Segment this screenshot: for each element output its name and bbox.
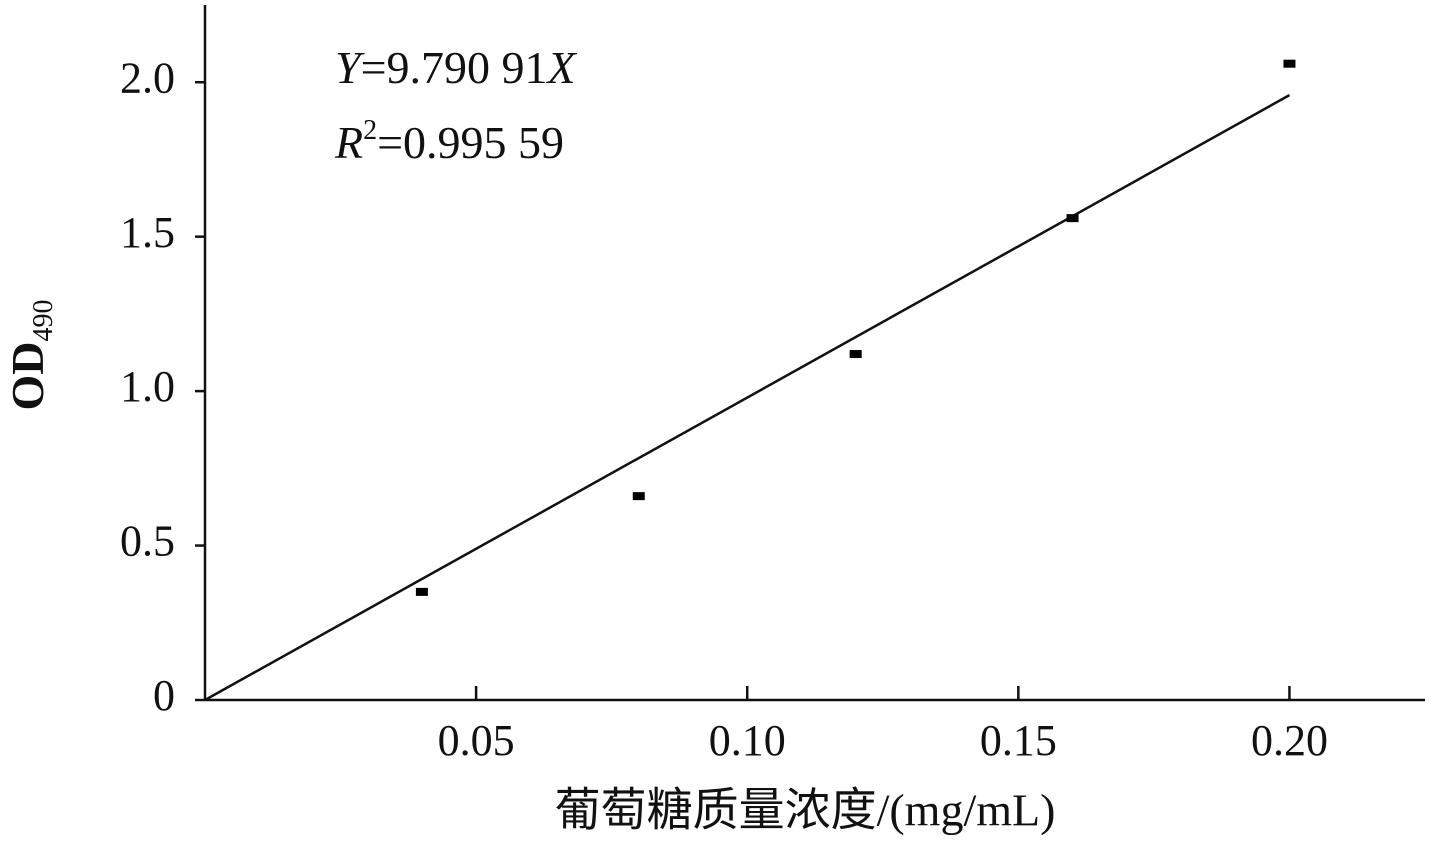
eq-var: X [546, 42, 578, 93]
data-point [415, 587, 428, 596]
y-tick-label: 0 [153, 671, 175, 720]
y-label-main: OD [2, 342, 53, 411]
x-tick-label: 0.15 [980, 716, 1057, 765]
r-var: R [334, 117, 363, 168]
data-point [1066, 214, 1079, 223]
data-point [632, 492, 645, 501]
r-squared: R2=0.995 59 [334, 115, 564, 167]
x-tick-label: 0.20 [1251, 716, 1328, 765]
y-tick-label: 1.0 [120, 362, 175, 411]
y-axis-label: OD490 [2, 300, 60, 411]
eq-var: Y [335, 42, 365, 93]
x-tick-label: 0.10 [709, 716, 786, 765]
x-tick-label: 0.05 [438, 716, 515, 765]
r-sup: 2 [363, 115, 377, 146]
r-text: =0.995 59 [377, 117, 564, 168]
y-tick-label: 0.5 [120, 517, 175, 566]
data-point [1283, 59, 1296, 68]
fit-line [204, 94, 1291, 702]
y-tick-label: 2.0 [120, 53, 175, 102]
eq-text: =9.790 91 [361, 42, 548, 93]
y-label-sub: 490 [28, 300, 59, 342]
equation: Y=9.790 91X [335, 42, 578, 93]
y-tick-label: 1.5 [120, 208, 175, 257]
data-point [849, 350, 862, 359]
x-axis-label: 葡萄糖质量浓度/(mg/mL) [555, 785, 1056, 836]
